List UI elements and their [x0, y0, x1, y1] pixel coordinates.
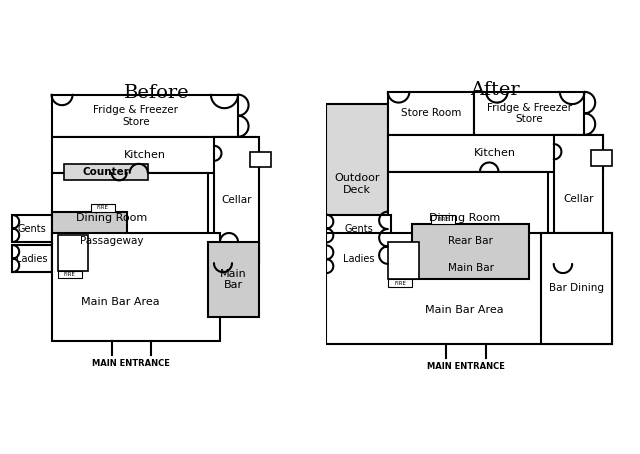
Text: FIRE: FIRE — [437, 217, 449, 222]
Bar — [52, 233, 220, 341]
Text: Cellar: Cellar — [221, 195, 252, 205]
Bar — [541, 233, 612, 344]
Text: Outdoor
Deck: Outdoor Deck — [334, 173, 380, 195]
Text: Main
Bar: Main Bar — [220, 269, 247, 291]
Text: Gents: Gents — [344, 223, 373, 233]
Bar — [58, 271, 82, 278]
Text: Main Bar Area: Main Bar Area — [426, 305, 504, 315]
Text: MAIN ENTRANCE: MAIN ENTRANCE — [428, 362, 505, 371]
Bar — [388, 92, 474, 135]
Bar — [412, 224, 529, 279]
Text: Store Room: Store Room — [401, 109, 461, 118]
Bar — [388, 172, 548, 264]
Bar — [52, 173, 208, 263]
Text: Counter: Counter — [82, 167, 129, 177]
Text: Cellar: Cellar — [563, 194, 593, 204]
Text: Passageway: Passageway — [80, 236, 143, 246]
Text: FIRE: FIRE — [97, 205, 109, 210]
Bar — [52, 137, 256, 173]
Bar — [431, 215, 456, 224]
Bar — [58, 235, 88, 271]
Bar — [388, 279, 412, 287]
Text: Bar Dining: Bar Dining — [549, 283, 604, 293]
Bar — [52, 94, 238, 137]
Bar — [250, 152, 271, 167]
Bar — [554, 135, 603, 264]
Bar — [388, 135, 603, 172]
Text: Dining Room: Dining Room — [429, 213, 500, 223]
Text: Rear Bar: Rear Bar — [449, 236, 493, 246]
Text: FIRE: FIRE — [63, 272, 76, 277]
Bar — [388, 242, 419, 279]
Bar — [326, 215, 391, 242]
Text: MAIN ENTRANCE: MAIN ENTRANCE — [92, 360, 170, 368]
Bar — [12, 215, 52, 242]
Bar — [63, 164, 148, 180]
Bar — [474, 92, 584, 135]
Text: Kitchen: Kitchen — [474, 148, 516, 158]
Text: Main Bar: Main Bar — [448, 263, 494, 273]
Text: FIRE: FIRE — [394, 281, 406, 286]
Text: Ladies: Ladies — [343, 254, 374, 264]
Bar — [326, 246, 391, 273]
Bar — [591, 150, 612, 166]
Bar — [91, 203, 115, 212]
Text: Fridge & Freezer
Store: Fridge & Freezer Store — [486, 103, 572, 124]
Bar — [52, 212, 127, 272]
Bar — [214, 137, 259, 263]
Bar — [208, 242, 259, 317]
Bar — [326, 104, 388, 264]
Text: After: After — [470, 81, 520, 99]
Text: Ladies: Ladies — [16, 254, 48, 264]
Text: Kitchen: Kitchen — [124, 150, 166, 160]
Text: Dining Room: Dining Room — [76, 213, 147, 223]
Text: Fridge & Freezer
Store: Fridge & Freezer Store — [93, 105, 179, 127]
Bar — [326, 233, 612, 344]
Bar — [12, 245, 52, 272]
Text: Main Bar Area: Main Bar Area — [81, 297, 160, 307]
Text: Before: Before — [124, 84, 189, 102]
Text: Gents: Gents — [17, 223, 46, 233]
